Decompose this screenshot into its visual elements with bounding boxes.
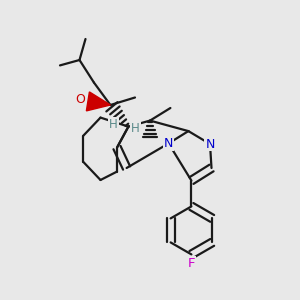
Text: H: H — [131, 122, 140, 135]
Polygon shape — [86, 92, 110, 111]
Text: N: N — [205, 137, 215, 151]
Text: N: N — [164, 137, 173, 150]
Text: F: F — [188, 257, 195, 270]
Text: O: O — [76, 93, 85, 106]
Text: H: H — [109, 118, 118, 131]
